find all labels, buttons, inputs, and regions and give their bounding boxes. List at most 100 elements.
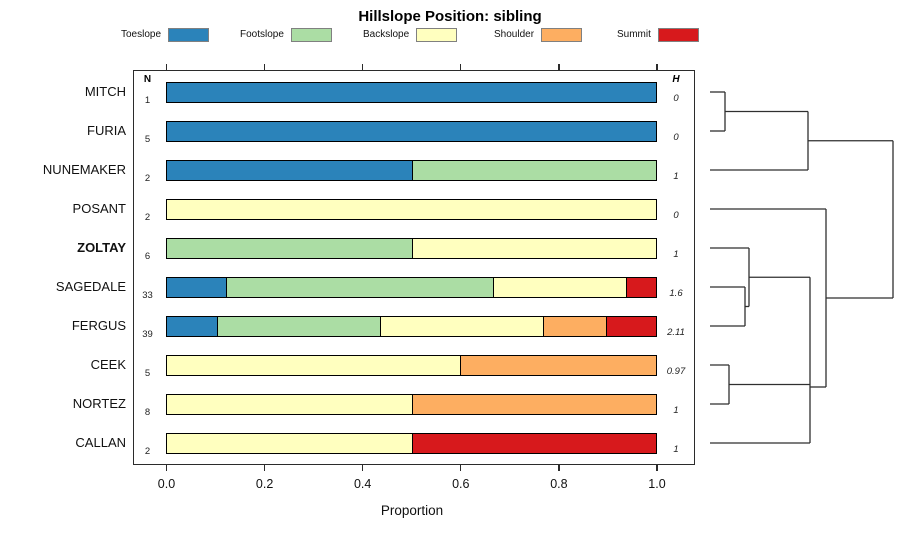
bar-segment-toeslope (167, 277, 227, 297)
legend-swatch (657, 27, 699, 42)
x-axis-tick-top (264, 63, 266, 70)
row-label-callan: CALLAN (75, 435, 126, 450)
x-axis-tick-top (460, 63, 462, 70)
bar-segment-shoulder (460, 355, 656, 375)
x-axis-tick-top (165, 63, 168, 70)
legend-item-summit: Summit (617, 26, 699, 43)
x-axis-tick (558, 465, 560, 471)
bar-segment-backslope (492, 277, 627, 297)
stacked-bar-zoltay (166, 237, 657, 259)
bar-segment-footslope (167, 238, 412, 258)
stacked-bar-mitch (166, 81, 657, 103)
bar-segment-backslope (380, 316, 544, 336)
h-value: 0 (673, 210, 679, 221)
n-value: 1 (144, 95, 151, 106)
bar-segment-summit (411, 433, 656, 453)
legend-label: Summit (617, 29, 651, 40)
h-column-header: H (672, 74, 680, 85)
bar-segment-toeslope (167, 121, 656, 141)
h-value: 2.11 (667, 327, 685, 338)
legend-item-toeslope: Toeslope (121, 26, 210, 43)
n-value: 5 (144, 368, 151, 379)
h-value: 1 (673, 171, 679, 182)
bar-segment-shoulder (411, 394, 656, 414)
bar-segment-footslope (411, 160, 656, 180)
bar-segment-footslope (226, 277, 493, 297)
row-label-zoltay: ZOLTAY (77, 240, 126, 255)
n-value: 6 (144, 251, 151, 262)
x-axis-tick-top (558, 63, 560, 70)
bar-segment-summit (626, 277, 656, 297)
x-axis-tick (460, 465, 462, 471)
row-label-nunemaker: NUNEMAKER (42, 162, 126, 177)
bar-segment-summit (605, 316, 656, 336)
n-column-header: N (143, 74, 152, 85)
bar-segment-toeslope (167, 82, 656, 102)
h-value: 1 (673, 405, 679, 416)
x-axis-tick-label: 0.2 (255, 477, 274, 491)
x-axis-title: Proportion (380, 503, 444, 518)
legend-swatch (290, 27, 332, 42)
stacked-bar-furia (166, 120, 657, 142)
bar-segment-backslope (167, 394, 412, 414)
h-value: 0.97 (666, 366, 686, 377)
stacked-bar-nunemaker (166, 159, 657, 181)
legend-item-footslope: Footslope (240, 26, 332, 43)
x-axis-tick-label: 0.8 (550, 477, 568, 491)
n-value: 8 (144, 407, 151, 418)
row-label-ceek: CEEK (90, 357, 126, 372)
stacked-bar-ceek (166, 354, 657, 376)
x-axis-tick-label: 0.4 (353, 477, 372, 491)
legend-swatch (168, 27, 210, 42)
n-value: 33 (142, 290, 153, 301)
plot-box (133, 70, 695, 465)
legend-label: Backslope (363, 29, 410, 40)
bar-segment-toeslope (167, 316, 218, 336)
stacked-bar-sagedale (166, 276, 657, 298)
h-value: 0 (673, 93, 679, 104)
stacked-bar-fergus (166, 315, 657, 337)
stacked-bar-callan (166, 432, 657, 454)
legend-item-backslope: Backslope (363, 26, 458, 43)
legend-item-shoulder: Shoulder (494, 26, 583, 43)
bar-segment-backslope (411, 238, 656, 258)
n-value: 2 (144, 173, 151, 184)
bar-segment-backslope (167, 433, 412, 453)
h-value: 1 (673, 444, 679, 455)
h-value: 0 (673, 132, 679, 143)
row-label-sagedale: SAGEDALE (55, 279, 126, 294)
row-label-posant: POSANT (72, 201, 126, 216)
x-axis-tick-top (656, 63, 658, 70)
row-label-fergus: FERGUS (71, 318, 126, 333)
legend-swatch (541, 27, 583, 42)
legend-label: Toeslope (121, 29, 162, 40)
x-axis-tick-label: 0.0 (157, 477, 176, 491)
row-label-mitch: MITCH (84, 84, 126, 99)
n-value: 2 (144, 446, 151, 457)
x-axis-tick (656, 465, 658, 471)
row-label-nortez: NORTEZ (72, 396, 126, 411)
stacked-bar-posant (166, 198, 657, 220)
n-value: 2 (144, 212, 151, 223)
n-value: 5 (144, 134, 151, 145)
n-value: 39 (142, 329, 153, 340)
legend-swatch (416, 27, 458, 42)
x-axis-tick-label: 1.0 (648, 477, 666, 491)
h-value: 1.6 (669, 288, 683, 299)
x-axis-tick (165, 465, 168, 471)
chart-title: Hillslope Position: sibling (358, 8, 542, 25)
bar-segment-footslope (217, 316, 381, 336)
x-axis-tick (362, 465, 364, 471)
x-axis-tick (264, 465, 266, 471)
bar-segment-backslope (167, 355, 461, 375)
bar-segment-toeslope (167, 160, 412, 180)
x-axis-tick-label: 0.6 (452, 477, 470, 491)
stacked-bar-nortez (166, 393, 657, 415)
h-value: 1 (673, 249, 679, 260)
bar-segment-shoulder (543, 316, 606, 336)
legend-label: Shoulder (494, 29, 535, 40)
row-label-furia: FURIA (87, 123, 126, 138)
x-axis-tick-top (362, 63, 364, 70)
bar-segment-backslope (167, 199, 656, 219)
